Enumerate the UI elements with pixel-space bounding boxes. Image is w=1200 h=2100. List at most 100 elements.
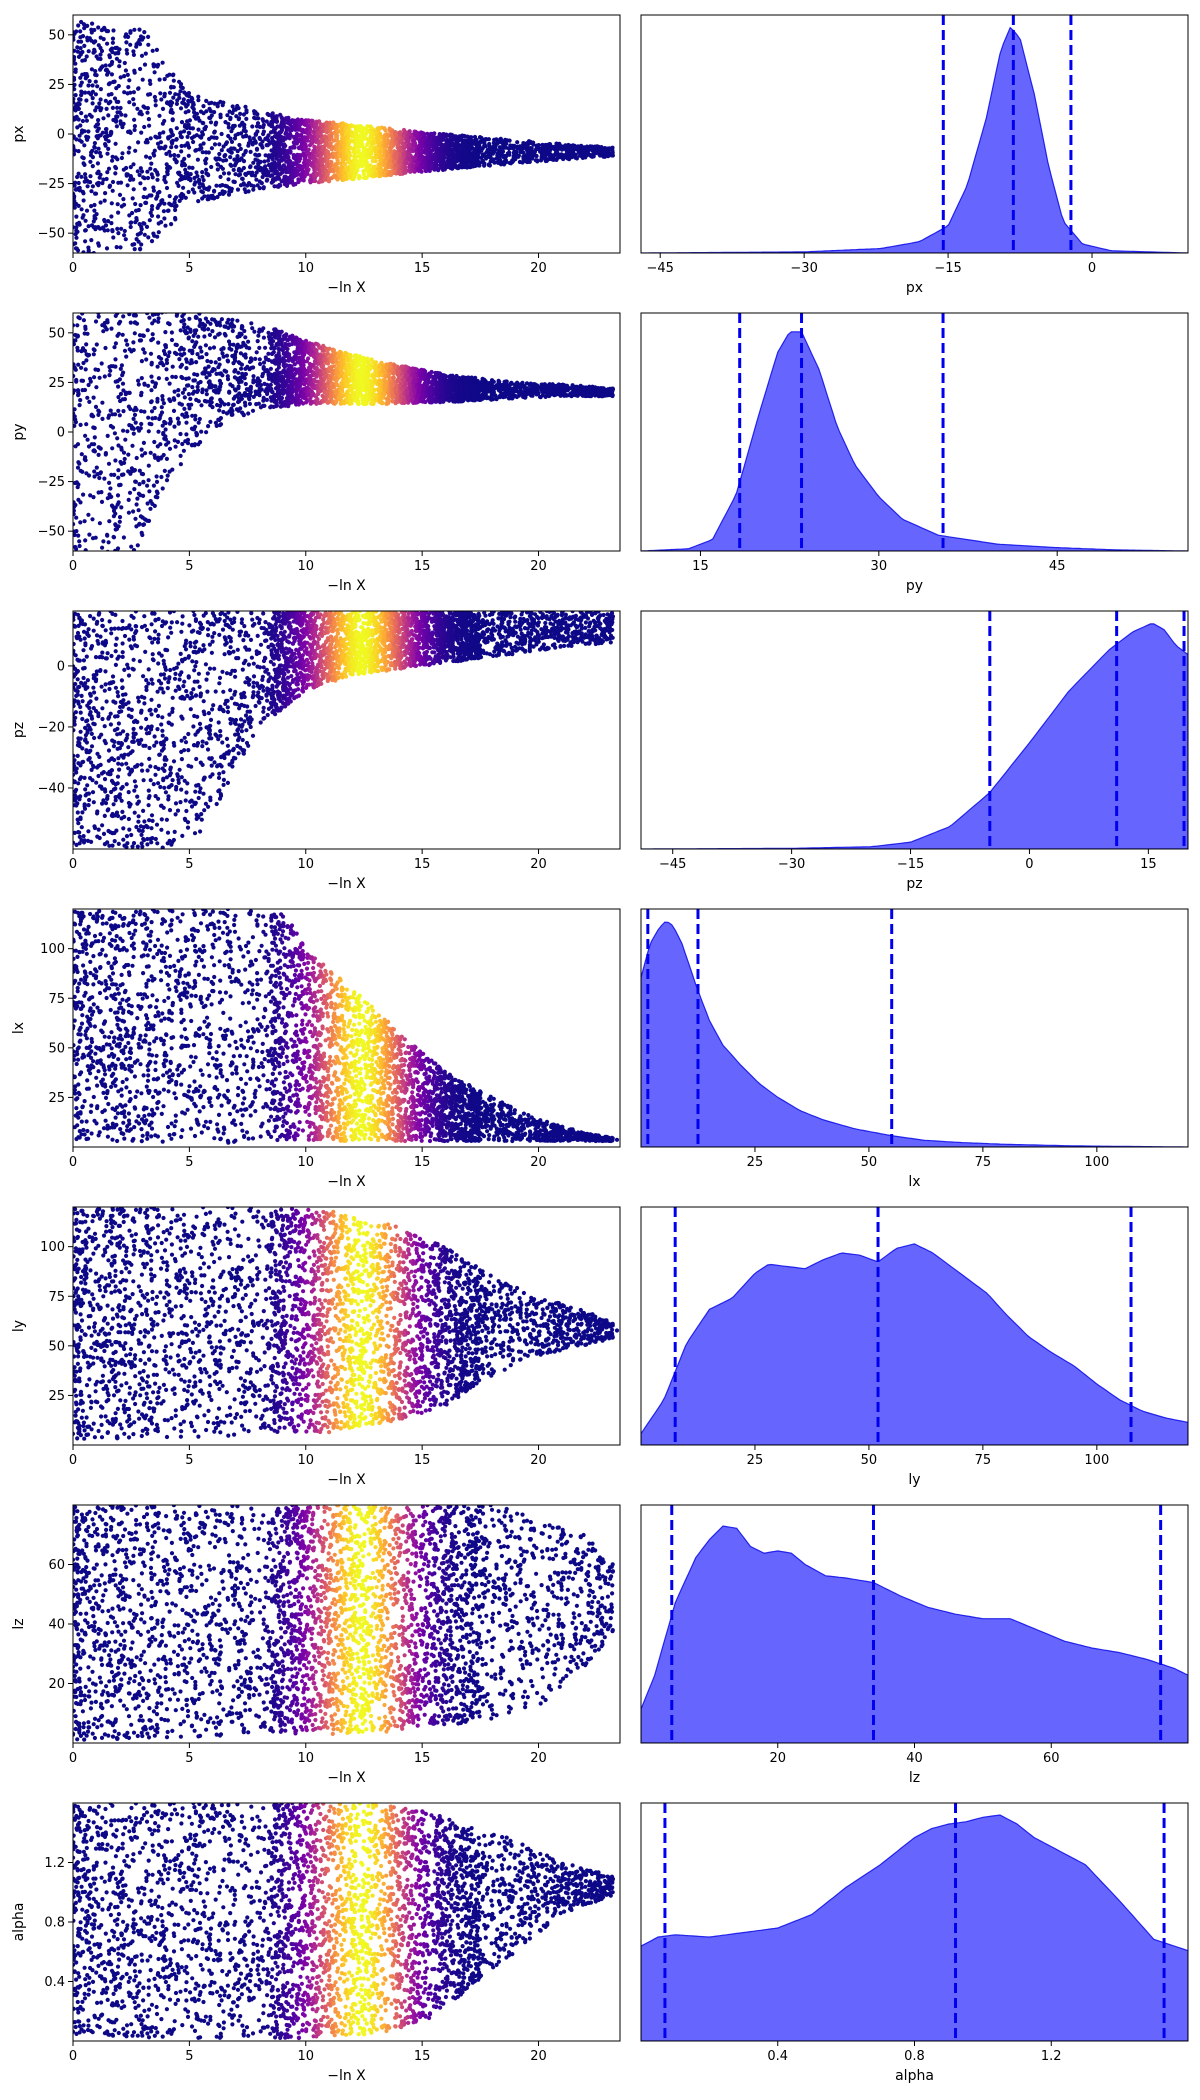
- sample-point: [73, 532, 77, 538]
- sample-point: [73, 37, 76, 42]
- sample-point: [220, 351, 225, 356]
- sample-point: [325, 152, 330, 157]
- sample-point: [92, 145, 97, 150]
- sample-point: [79, 80, 84, 85]
- sample-point: [289, 161, 294, 166]
- sample-point: [281, 163, 286, 168]
- sample-point: [505, 138, 510, 143]
- sample-point: [133, 148, 138, 153]
- sample-point: [494, 137, 499, 142]
- sample-point: [178, 89, 183, 94]
- sample-point: [113, 45, 118, 51]
- sample-point: [114, 56, 119, 61]
- sample-point: [423, 148, 428, 153]
- sample-point: [563, 143, 568, 148]
- sample-point: [186, 145, 192, 150]
- sample-point: [467, 140, 472, 145]
- sample-point: [113, 155, 118, 160]
- sample-point: [236, 117, 241, 122]
- sample-point: [191, 333, 196, 338]
- sample-point: [127, 78, 132, 83]
- sample-point: [360, 151, 365, 156]
- sample-point: [327, 144, 332, 149]
- sample-point: [230, 126, 235, 131]
- sample-point: [163, 330, 168, 335]
- sample-point: [162, 177, 167, 182]
- sample-point: [524, 141, 530, 146]
- sample-point: [97, 105, 102, 110]
- sample-point: [132, 247, 137, 252]
- sample-point: [570, 145, 575, 150]
- sample-point: [331, 121, 336, 126]
- sample-point: [461, 146, 466, 151]
- sample-point: [76, 117, 81, 122]
- sample-point: [150, 48, 155, 53]
- sample-point: [115, 436, 120, 441]
- sample-point: [197, 118, 202, 123]
- sample-point: [110, 179, 116, 185]
- sample-point: [459, 133, 464, 138]
- sample-point: [79, 139, 84, 144]
- sample-point: [204, 352, 209, 357]
- sample-point: [180, 375, 185, 381]
- sample-point: [105, 549, 110, 551]
- sample-point: [339, 140, 344, 145]
- sample-point: [132, 124, 137, 129]
- sample-point: [173, 207, 178, 213]
- sample-point: [115, 546, 121, 551]
- sample-point: [139, 242, 144, 247]
- sample-point: [196, 98, 201, 103]
- sample-point: [238, 146, 243, 151]
- sample-point: [226, 133, 231, 139]
- sample-point: [236, 168, 241, 173]
- sample-point: [75, 125, 80, 130]
- sample-point: [234, 114, 239, 119]
- sample-point: [177, 357, 182, 362]
- sample-point: [151, 64, 156, 69]
- sample-point: [75, 465, 81, 470]
- sample-point: [182, 101, 187, 106]
- sample-point: [269, 148, 274, 153]
- sample-point: [250, 170, 255, 175]
- sample-point: [279, 115, 284, 120]
- sample-point: [146, 42, 151, 47]
- sample-point: [185, 93, 190, 98]
- sample-point: [190, 165, 195, 170]
- sample-point: [174, 203, 179, 208]
- sample-point: [253, 152, 258, 157]
- sample-point: [205, 358, 210, 364]
- sample-point: [312, 144, 317, 149]
- sample-point: [451, 150, 456, 155]
- sample-point: [185, 134, 190, 139]
- y-axis-label: px: [11, 125, 27, 142]
- sample-point: [417, 157, 422, 162]
- sample-point: [116, 475, 121, 480]
- sample-point: [174, 160, 179, 165]
- sample-point: [347, 174, 352, 179]
- sample-point: [508, 145, 513, 150]
- x-tick-label: −45: [646, 261, 673, 276]
- sample-point: [75, 174, 80, 180]
- sample-point: [248, 149, 253, 154]
- sample-point: [431, 147, 436, 152]
- sample-point: [282, 174, 287, 179]
- sample-point: [84, 54, 89, 59]
- sample-point: [311, 130, 316, 135]
- sample-point: [157, 303, 161, 307]
- sample-point: [175, 439, 181, 444]
- sample-point: [462, 164, 467, 169]
- sample-point: [427, 168, 432, 173]
- sample-point: [107, 599, 111, 603]
- sample-point: [411, 142, 416, 147]
- sample-point: [139, 53, 145, 58]
- sample-point: [144, 154, 149, 159]
- sample-point: [319, 157, 324, 162]
- sample-point: [216, 156, 221, 161]
- sample-point: [98, 45, 103, 51]
- sample-point: [100, 416, 105, 421]
- sample-point: [164, 162, 169, 167]
- sample-point: [352, 170, 357, 175]
- sample-point: [82, 26, 87, 31]
- sample-point: [86, 224, 91, 229]
- sample-point: [106, 415, 111, 420]
